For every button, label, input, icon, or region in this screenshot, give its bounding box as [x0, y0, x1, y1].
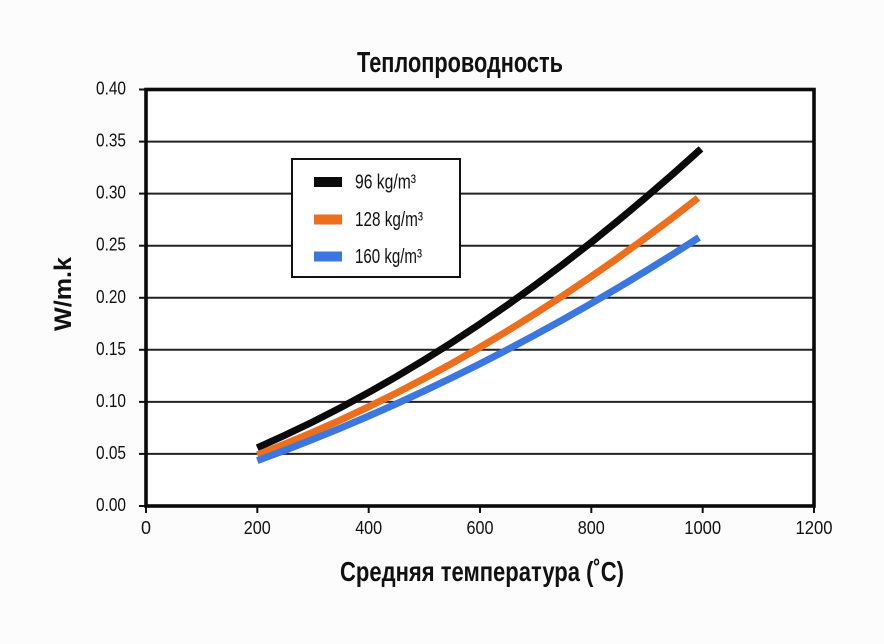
svg-text:0.30: 0.30	[96, 183, 126, 203]
svg-text:0: 0	[141, 518, 151, 538]
svg-text:0.20: 0.20	[96, 287, 126, 307]
svg-text:1000: 1000	[684, 518, 721, 538]
svg-text:0.35: 0.35	[96, 131, 126, 151]
svg-text:Теплопроводность: Теплопроводность	[357, 47, 563, 79]
svg-text:200: 200	[244, 518, 271, 538]
svg-text:160 kg/m³: 160 kg/m³	[355, 246, 422, 268]
svg-text:0.00: 0.00	[96, 495, 126, 515]
svg-text:128 kg/m³: 128 kg/m³	[355, 209, 423, 231]
svg-text:0.05: 0.05	[96, 443, 126, 463]
svg-text:400: 400	[355, 518, 382, 538]
svg-text:96 kg/m³: 96 kg/m³	[355, 172, 416, 194]
svg-text:W/m.k: W/m.k	[50, 256, 77, 331]
svg-text:0.15: 0.15	[96, 339, 126, 359]
svg-text:0.40: 0.40	[96, 79, 126, 99]
svg-text:0.25: 0.25	[96, 235, 126, 255]
svg-text:1200: 1200	[796, 518, 833, 538]
svg-text:Средняя температура (˚C): Средняя температура (˚C)	[340, 556, 624, 587]
svg-text:0.10: 0.10	[96, 391, 126, 411]
svg-text:600: 600	[467, 518, 494, 538]
svg-text:800: 800	[578, 518, 605, 538]
